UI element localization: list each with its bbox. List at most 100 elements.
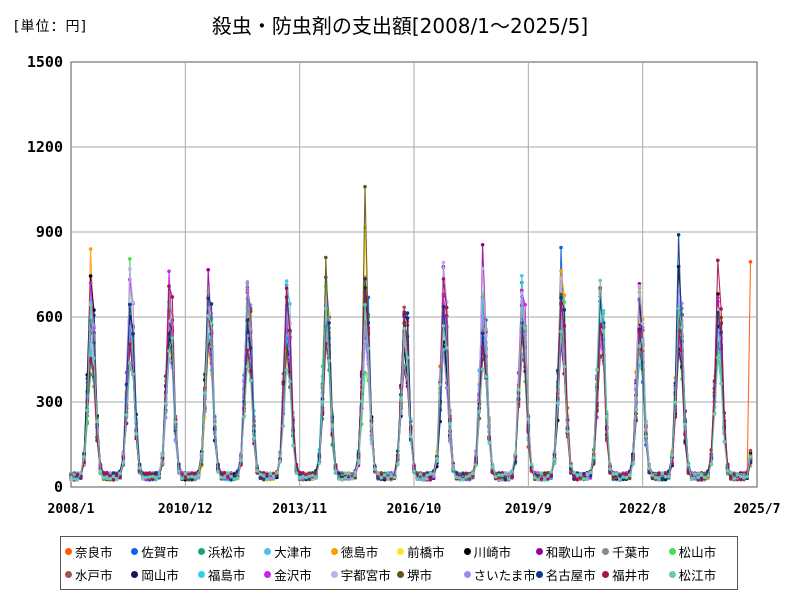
data-point — [111, 478, 116, 482]
data-point — [611, 472, 616, 476]
data-point — [631, 462, 635, 466]
legend-item: 前橋市 — [397, 542, 463, 561]
legend-item: 福井市 — [602, 565, 668, 584]
legend: 奈良市 佐賀市 浜松市 大津市 徳島市 前橋市 川崎市 和歌山市 千葉市 松山市 水戸市 岡山市 福島市… — [60, 536, 738, 590]
legend-label: 千葉市 — [612, 545, 650, 560]
data-point — [660, 471, 665, 476]
data-point — [569, 464, 573, 468]
data-point — [307, 474, 312, 479]
legend-item: 大津市 — [264, 542, 330, 561]
data-point — [131, 331, 135, 336]
legend-item: 福島市 — [197, 565, 264, 584]
data-point — [386, 476, 390, 480]
data-point — [490, 464, 495, 469]
legend-marker-icon — [197, 548, 205, 555]
data-point — [141, 475, 145, 479]
data-point — [199, 452, 204, 456]
data-point — [190, 471, 194, 476]
data-point — [206, 313, 210, 318]
legend-label: 岡山市 — [141, 568, 179, 583]
data-point — [186, 475, 191, 479]
y-tick-label: 1200 — [27, 138, 63, 156]
data-point — [503, 471, 508, 476]
data-point — [559, 295, 563, 300]
x-tick-label: 2025/7 — [734, 502, 781, 517]
data-point — [177, 469, 181, 473]
data-point — [516, 388, 521, 392]
data-point — [242, 415, 246, 419]
data-point — [732, 476, 736, 481]
legend-label: 名古屋市 — [545, 568, 596, 583]
data-point — [268, 471, 273, 476]
y-axis-ticks: 0 300 600 900 1200 1500 — [27, 53, 63, 496]
data-point — [288, 302, 292, 306]
data-point — [248, 369, 253, 374]
legend-item: 浜松市 — [197, 542, 264, 561]
data-point — [284, 286, 289, 291]
data-point — [330, 424, 335, 428]
data-point — [559, 301, 563, 306]
data-point — [275, 471, 279, 475]
legend-marker-icon — [197, 571, 205, 578]
data-point — [559, 329, 563, 334]
data-point — [98, 469, 103, 474]
data-point — [386, 471, 390, 475]
data-point — [150, 477, 155, 482]
data-point — [549, 470, 553, 474]
legend-marker-icon — [397, 548, 405, 555]
data-point — [350, 477, 354, 481]
data-point — [252, 436, 256, 441]
data-point — [88, 302, 93, 307]
data-point — [281, 382, 286, 386]
data-point — [719, 381, 723, 386]
data-point — [444, 305, 449, 310]
data-point — [271, 474, 276, 479]
legend-item: 徳島市 — [330, 542, 397, 561]
data-point — [536, 477, 540, 482]
data-point — [167, 269, 171, 274]
legend-marker-icon — [131, 571, 139, 578]
data-point — [324, 306, 328, 311]
data-point — [88, 281, 93, 285]
data-point — [105, 471, 109, 476]
legend-marker-icon — [264, 548, 272, 555]
data-point — [676, 306, 681, 311]
data-point — [546, 471, 550, 475]
data-point — [190, 474, 194, 479]
data-point — [493, 474, 498, 479]
legend-marker-icon — [65, 548, 72, 555]
data-point — [598, 322, 602, 327]
data-point — [425, 473, 429, 478]
legend-label: 松江市 — [678, 568, 717, 583]
legend-item: さいたま市 — [463, 565, 536, 584]
data-point — [657, 476, 661, 481]
data-point — [539, 477, 544, 481]
legend-label: 水戸市 — [75, 568, 113, 583]
data-point — [526, 417, 531, 421]
data-point — [461, 477, 465, 482]
data-point — [170, 336, 175, 340]
chart-title: 殺虫・防虫剤の支出額[2008/1～2025/5] — [211, 14, 589, 38]
data-point — [696, 471, 700, 476]
data-point — [719, 307, 723, 311]
data-point — [173, 420, 178, 424]
data-point — [738, 477, 743, 482]
data-point — [408, 434, 413, 439]
data-point — [484, 374, 488, 379]
gridlines — [71, 62, 757, 487]
data-point — [738, 474, 743, 479]
data-point — [222, 475, 227, 480]
data-point — [497, 473, 501, 477]
data-point — [301, 474, 305, 479]
data-point — [245, 348, 250, 353]
data-point — [245, 318, 250, 323]
data-point — [128, 302, 132, 307]
data-point — [627, 473, 632, 477]
data-point — [288, 379, 292, 384]
data-point — [523, 302, 527, 307]
data-point — [356, 458, 361, 463]
data-point — [101, 475, 106, 480]
data-point — [363, 291, 367, 295]
data-point — [226, 474, 230, 479]
data-point — [402, 310, 407, 314]
